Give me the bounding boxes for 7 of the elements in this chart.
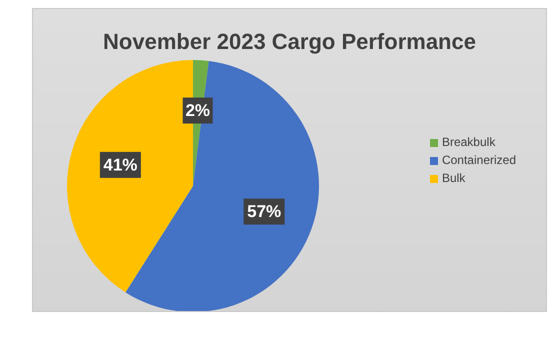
- data-label: 2%: [185, 101, 210, 120]
- legend-label: Breakbulk: [442, 135, 496, 149]
- data-label: 41%: [103, 155, 138, 174]
- data-label: 57%: [247, 202, 282, 222]
- chart-title: November 2023 Cargo Performance: [102, 29, 477, 55]
- legend-label: Containerized: [442, 153, 516, 167]
- legend-label: Bulk: [442, 171, 466, 185]
